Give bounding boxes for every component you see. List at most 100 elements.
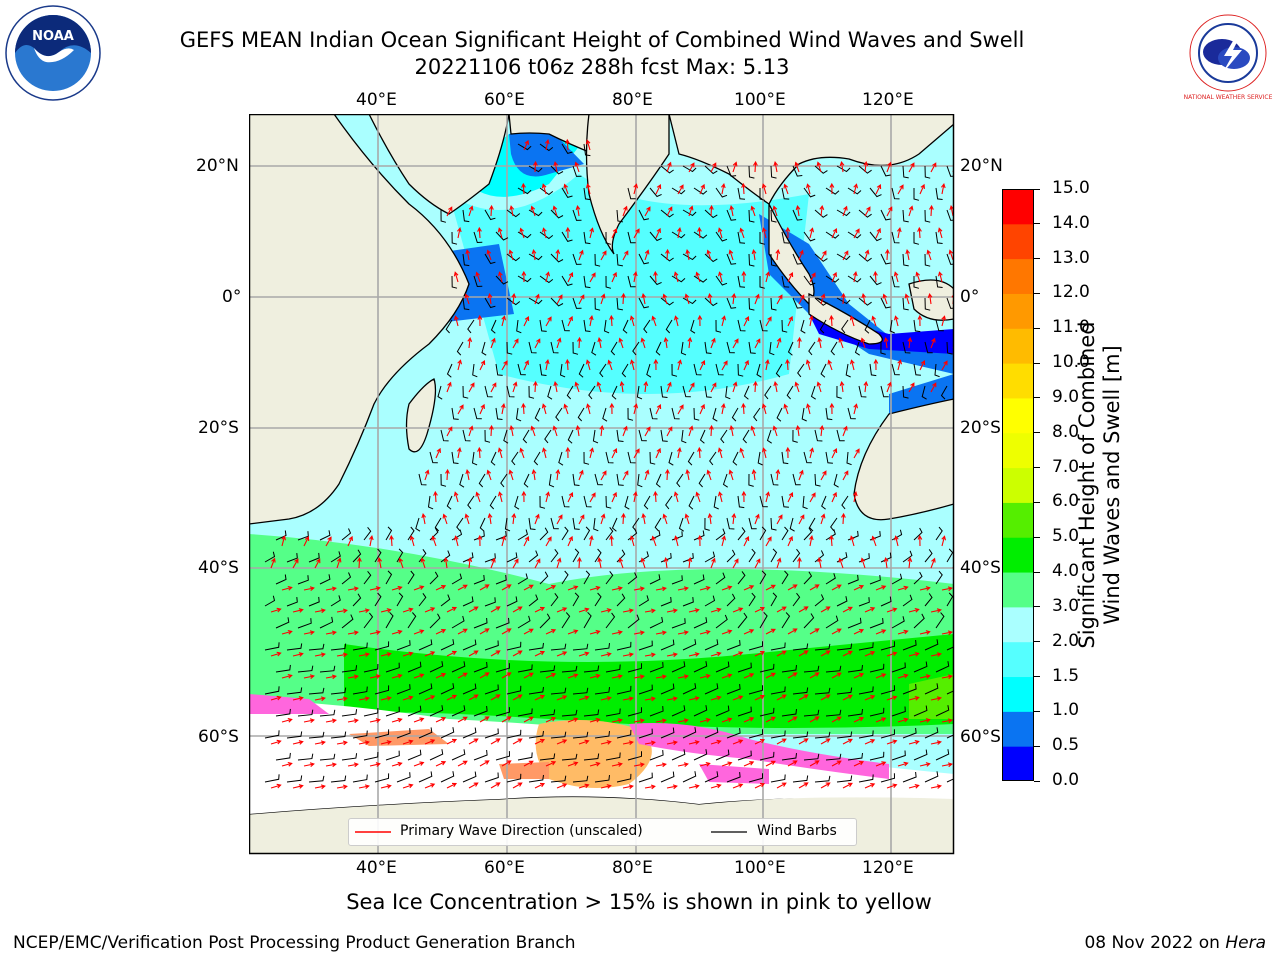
- wind-barb: [847, 407, 856, 420]
- wave-direction-arrow: [446, 606, 458, 613]
- wave-direction-arrow: [633, 403, 639, 415]
- wave-direction-arrow: [937, 271, 943, 283]
- wave-direction-arrow: [687, 336, 693, 349]
- wind-barb: [515, 407, 522, 422]
- wind-barb: [825, 709, 842, 717]
- wind-barb: [558, 451, 564, 466]
- lat-label-left: 20°S: [198, 418, 239, 438]
- wind-barb: [605, 527, 614, 541]
- wind-barb: [726, 684, 741, 695]
- wave-direction-arrow: [545, 673, 557, 679]
- wave-direction-arrow: [908, 695, 920, 701]
- wind-barb: [924, 253, 931, 267]
- wind-barb: [415, 517, 421, 532]
- wind-barb: [528, 774, 544, 783]
- wind-barb: [682, 771, 697, 783]
- wind-barb: [550, 341, 559, 354]
- wave-direction-arrow: [754, 606, 766, 613]
- wind-barb: [514, 495, 520, 510]
- wind-barb: [880, 209, 891, 221]
- wind-barb: [781, 495, 789, 508]
- wave-direction-arrow: [655, 403, 662, 415]
- wave-direction-arrow: [798, 738, 809, 745]
- colorbar-tick-mark: [1034, 780, 1040, 782]
- wind-barb: [891, 275, 900, 288]
- wind-barb: [605, 612, 616, 629]
- wind-barb: [539, 613, 551, 629]
- wave-direction-arrow: [741, 270, 747, 283]
- wave-direction-arrow: [776, 694, 787, 701]
- wind-barb: [800, 319, 806, 334]
- colorbar-segment: [1002, 537, 1034, 573]
- wave-direction-arrow: [721, 585, 733, 591]
- wave-direction-arrow: [512, 606, 523, 613]
- india-landmass: [585, 114, 670, 255]
- wave-direction-arrow: [743, 585, 755, 591]
- wind-barb: [913, 188, 920, 201]
- wave-direction-arrow: [508, 469, 514, 481]
- wave-direction-arrow: [457, 359, 463, 371]
- wind-barb: [693, 187, 708, 195]
- wave-direction-arrow: [875, 761, 887, 767]
- colorbar-tick-label: 4.0: [1052, 561, 1080, 582]
- wind-barb: [869, 707, 885, 717]
- wind-barb: [517, 529, 528, 541]
- wind-barb: [517, 752, 533, 761]
- wind-barb: [858, 730, 874, 739]
- wind-barb: [484, 597, 496, 607]
- wind-barb: [506, 297, 521, 306]
- wind-barb: [297, 618, 312, 629]
- wind-barb: [693, 749, 708, 761]
- wind-barb: [726, 253, 737, 265]
- wind-barb: [814, 429, 823, 442]
- wind-barb: [858, 642, 874, 651]
- wind-barb: [489, 495, 497, 510]
- wind-barb: [429, 571, 439, 585]
- wind-barb: [825, 275, 840, 283]
- wind-barb: [418, 473, 427, 486]
- wind-barb: [484, 429, 491, 443]
- wind-barb: [341, 665, 358, 673]
- wave-direction-arrow: [687, 556, 693, 569]
- wave-direction-arrow: [303, 586, 315, 592]
- wave-direction-arrow: [589, 447, 595, 459]
- wave-direction-arrow: [413, 673, 425, 679]
- wind-barb: [286, 687, 303, 695]
- wind-barb: [506, 209, 521, 218]
- wind-barb: [539, 495, 546, 509]
- wind-barb: [789, 517, 795, 532]
- wind-barb: [583, 611, 592, 629]
- wind-barb: [836, 731, 853, 739]
- wind-barb: [704, 771, 719, 783]
- wave-direction-arrow: [369, 762, 381, 767]
- wind-barb: [594, 297, 601, 311]
- wave-direction-arrow: [930, 784, 942, 789]
- wind-barb: [704, 595, 716, 607]
- wind-barb: [858, 209, 872, 218]
- wave-direction-arrow: [697, 534, 703, 547]
- wave-direction-legend-line: [355, 831, 391, 833]
- wind-barb: [902, 550, 913, 563]
- wave-direction-arrow: [325, 536, 332, 547]
- wind-barb: [833, 473, 839, 488]
- wave-direction-arrow: [453, 535, 459, 547]
- wind-barb: [547, 385, 553, 400]
- wave-direction-arrow: [787, 716, 798, 723]
- wind-barb: [704, 727, 719, 739]
- wind-barb: [605, 708, 621, 717]
- wind-barb: [841, 495, 849, 510]
- wind-barb: [561, 143, 573, 154]
- lat-label-left: 40°S: [198, 558, 239, 578]
- wind-barb: [924, 593, 933, 607]
- wind-barb: [506, 729, 522, 739]
- wave-direction-arrow: [487, 512, 493, 525]
- wind-barb: [385, 662, 400, 673]
- colorbar-segment: [1002, 502, 1034, 538]
- wind-barb: [880, 685, 896, 695]
- wave-direction-arrow: [644, 426, 651, 437]
- wind-barb: [341, 528, 352, 541]
- wind-barb: [693, 363, 702, 376]
- wind-barb: [913, 705, 928, 717]
- wave-direction-arrow: [501, 315, 507, 327]
- wind-barb: [638, 595, 649, 607]
